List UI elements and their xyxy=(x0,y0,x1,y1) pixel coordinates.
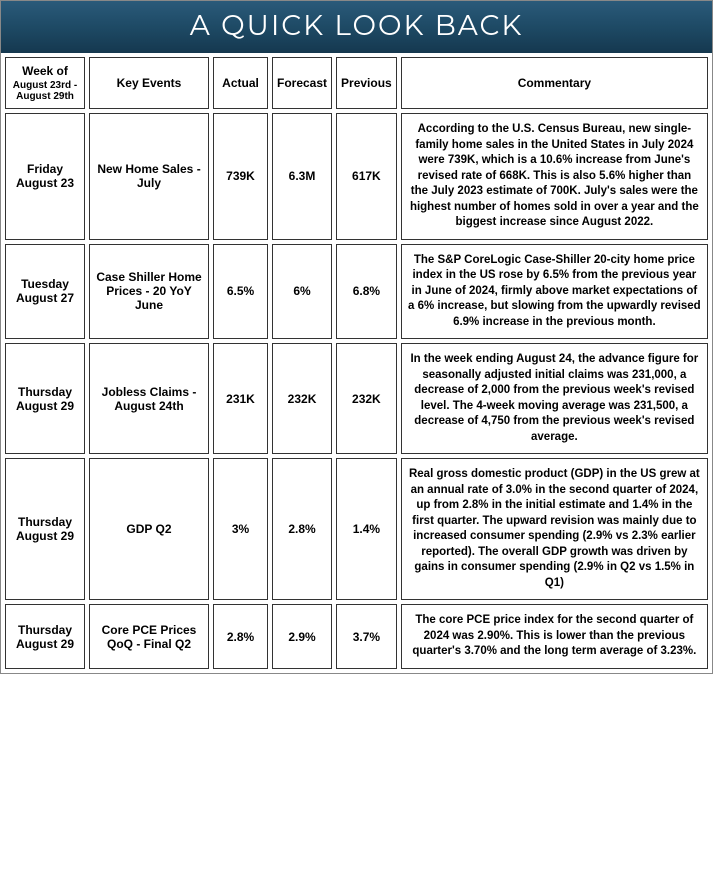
cell-forecast: 6% xyxy=(272,244,332,340)
cell-commentary: Real gross domestic product (GDP) in the… xyxy=(401,458,708,600)
cell-date: Thursday August 29 xyxy=(5,458,85,600)
col-header-forecast: Forecast xyxy=(272,57,332,109)
table-row: Thursday August 29 Jobless Claims - Augu… xyxy=(5,343,708,454)
cell-previous: 6.8% xyxy=(336,244,397,340)
cell-commentary: In the week ending August 24, the advanc… xyxy=(401,343,708,454)
cell-date: Friday August 23 xyxy=(5,113,85,240)
day-label: Tuesday xyxy=(10,277,80,291)
cell-date: Thursday August 29 xyxy=(5,343,85,454)
cell-commentary: The S&P CoreLogic Case-Shiller 20-city h… xyxy=(401,244,708,340)
col-header-previous: Previous xyxy=(336,57,397,109)
cell-date: Tuesday August 27 xyxy=(5,244,85,340)
cell-event: GDP Q2 xyxy=(89,458,209,600)
cell-actual: 739K xyxy=(213,113,268,240)
col-header-events: Key Events xyxy=(89,57,209,109)
table-row: Friday August 23 New Home Sales - July 7… xyxy=(5,113,708,240)
look-back-table: Week of August 23rd - August 29th Key Ev… xyxy=(1,53,712,673)
day-label: Thursday xyxy=(10,623,80,637)
cell-date: Thursday August 29 xyxy=(5,604,85,669)
cell-previous: 617K xyxy=(336,113,397,240)
date-label: August 27 xyxy=(10,291,80,305)
table-body: Friday August 23 New Home Sales - July 7… xyxy=(5,113,708,669)
col-header-commentary: Commentary xyxy=(401,57,708,109)
cell-previous: 3.7% xyxy=(336,604,397,669)
cell-previous: 232K xyxy=(336,343,397,454)
date-label: August 29 xyxy=(10,637,80,651)
cell-forecast: 2.8% xyxy=(272,458,332,600)
week-header-main: Week of xyxy=(10,64,80,78)
cell-actual: 2.8% xyxy=(213,604,268,669)
table-header-row: Week of August 23rd - August 29th Key Ev… xyxy=(5,57,708,109)
cell-commentary: The core PCE price index for the second … xyxy=(401,604,708,669)
table-row: Thursday August 29 GDP Q2 3% 2.8% 1.4% R… xyxy=(5,458,708,600)
day-label: Thursday xyxy=(10,515,80,529)
cell-actual: 6.5% xyxy=(213,244,268,340)
cell-event: Jobless Claims - August 24th xyxy=(89,343,209,454)
cell-forecast: 6.3M xyxy=(272,113,332,240)
cell-event: Core PCE Prices QoQ - Final Q2 xyxy=(89,604,209,669)
cell-forecast: 232K xyxy=(272,343,332,454)
cell-event: Case Shiller Home Prices - 20 YoY June xyxy=(89,244,209,340)
week-header-sub: August 23rd - August 29th xyxy=(10,80,80,102)
date-label: August 23 xyxy=(10,176,80,190)
col-header-actual: Actual xyxy=(213,57,268,109)
cell-previous: 1.4% xyxy=(336,458,397,600)
date-label: August 29 xyxy=(10,529,80,543)
cell-event: New Home Sales - July xyxy=(89,113,209,240)
page-title: A QUICK LOOK BACK xyxy=(190,9,524,43)
page-title-banner: A QUICK LOOK BACK xyxy=(1,1,712,53)
day-label: Friday xyxy=(10,162,80,176)
cell-forecast: 2.9% xyxy=(272,604,332,669)
col-header-week: Week of August 23rd - August 29th xyxy=(5,57,85,109)
cell-commentary: According to the U.S. Census Bureau, new… xyxy=(401,113,708,240)
cell-actual: 231K xyxy=(213,343,268,454)
day-label: Thursday xyxy=(10,385,80,399)
table-row: Thursday August 29 Core PCE Prices QoQ -… xyxy=(5,604,708,669)
table-row: Tuesday August 27 Case Shiller Home Pric… xyxy=(5,244,708,340)
cell-actual: 3% xyxy=(213,458,268,600)
date-label: August 29 xyxy=(10,399,80,413)
